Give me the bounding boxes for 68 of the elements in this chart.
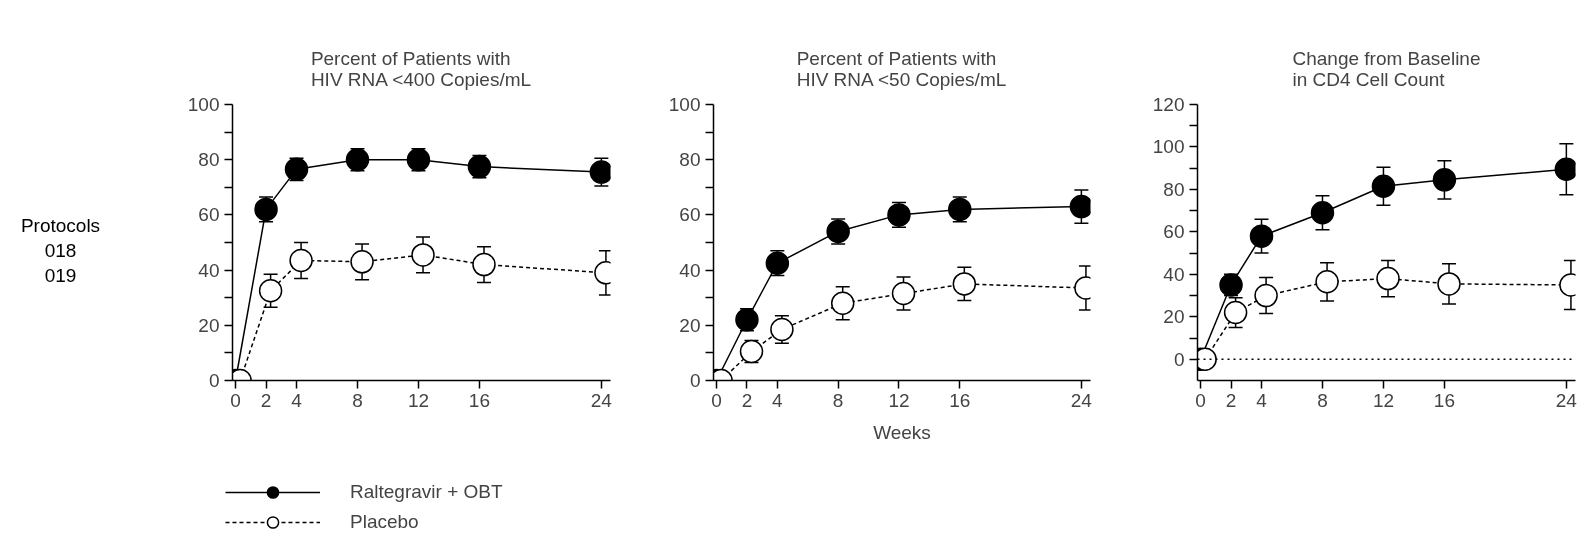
y-tick-label: 80: [1163, 178, 1185, 200]
point: [1223, 300, 1248, 325]
point: [350, 250, 374, 274]
y-tick-label: 80: [679, 149, 701, 171]
y-tick-label: 0: [689, 370, 701, 391]
x-tick-label: 2: [260, 389, 272, 411]
point: [289, 248, 313, 273]
point: [1310, 201, 1335, 225]
chart-title: Percent of Patients with HIV RNA <50 Copies/mL: [796, 47, 1007, 90]
point: [770, 317, 794, 342]
y-tick-label: 100: [668, 94, 701, 115]
point: [254, 197, 278, 222]
x-tick-label: 16: [1433, 389, 1455, 411]
x-tick-label: 12: [407, 389, 430, 411]
chart-title: Percent of Patients with HIV RNA <400 Copies/mL: [310, 47, 532, 90]
point: [472, 252, 496, 277]
y-tick-label: 120: [1152, 94, 1185, 115]
point: [948, 197, 972, 222]
point: [1432, 168, 1457, 192]
y-tick-label: 100: [187, 94, 220, 115]
y-tick-label: 100: [1152, 136, 1185, 158]
y-tick-label: 40: [198, 259, 220, 281]
y-tick-label: 60: [198, 204, 220, 226]
y-tick-label: 60: [679, 204, 701, 226]
legend-label: Raltegravir + OBT: [350, 481, 503, 503]
y-tick-label: 40: [679, 259, 701, 281]
point: [258, 279, 283, 303]
point: [1315, 270, 1339, 294]
point: [1254, 283, 1278, 308]
y-tick-label: 60: [1163, 221, 1185, 243]
point: [1249, 224, 1274, 248]
point: [1069, 194, 1091, 219]
x-tick-label: 2: [1225, 389, 1237, 411]
x-tick-label: 0: [711, 389, 722, 411]
point: [952, 272, 977, 296]
x-tick-label: 8: [832, 389, 844, 411]
x-tick-label: 4: [1256, 389, 1268, 411]
x-tick-label: 16: [468, 389, 490, 411]
y-tick-label: 20: [198, 314, 220, 336]
x-tick-label: 0: [230, 389, 241, 411]
y-tick-label: 0: [1173, 348, 1185, 370]
y-tick-label: 20: [679, 314, 701, 336]
y-tick-label: 40: [1163, 263, 1185, 285]
x-tick-label: 24: [590, 389, 613, 411]
chart-title: Change from Baseline in CD4 Cell Count: [1292, 47, 1481, 90]
y-tick-label: 0: [208, 370, 220, 391]
x-axis-title: Weeks: [873, 421, 931, 443]
y-tick-label: 80: [198, 149, 220, 171]
x-tick-label: 12: [888, 389, 910, 411]
x-tick-label: 24: [1070, 389, 1093, 411]
x-tick-label: 8: [1317, 389, 1328, 411]
x-tick-label: 24: [1555, 389, 1578, 411]
y-tick-label: 20: [1163, 306, 1185, 328]
point: [411, 243, 435, 267]
point: [1371, 174, 1396, 198]
point: [1376, 266, 1400, 291]
x-tick-label: 2: [741, 389, 753, 411]
text: Protocols 018 019: [20, 215, 101, 287]
x-tick-label: 12: [1372, 389, 1395, 411]
x-tick-label: 0: [1195, 389, 1206, 411]
x-tick-label: 4: [772, 389, 784, 411]
point: [891, 281, 916, 306]
legend-label: Placebo: [350, 511, 419, 533]
point: [1437, 272, 1461, 296]
x-tick-label: 8: [352, 389, 363, 411]
point: [830, 291, 855, 315]
x-tick-label: 16: [949, 389, 971, 411]
x-tick-label: 4: [291, 389, 303, 411]
